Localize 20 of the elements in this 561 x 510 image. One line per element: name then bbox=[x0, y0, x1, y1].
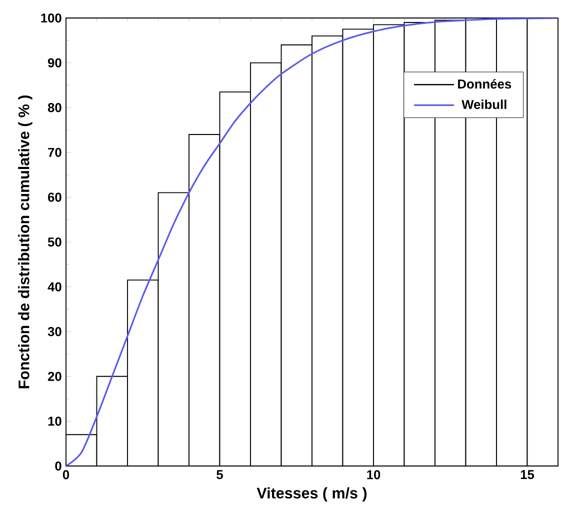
y-tick-label: 40 bbox=[48, 282, 62, 292]
y-tick-label: 60 bbox=[48, 192, 62, 202]
legend-label: Weibull bbox=[462, 100, 506, 110]
y-tick-label: 90 bbox=[48, 58, 62, 68]
y-tick-label: 70 bbox=[48, 148, 62, 157]
y-tick-label: 100 bbox=[41, 13, 62, 23]
x-tick-label: 10 bbox=[367, 470, 380, 480]
line-series bbox=[66, 18, 558, 466]
x-tick-label: 5 bbox=[216, 470, 223, 480]
legend-label: Données bbox=[458, 79, 512, 89]
x-tick-label: 15 bbox=[520, 470, 534, 480]
x-tick-label: 0 bbox=[62, 470, 70, 480]
y-tick-label: 0 bbox=[55, 461, 62, 471]
y-tick-label: 50 bbox=[48, 237, 62, 247]
y-axis-title: Fonction de distribution cumulative ( % ) bbox=[18, 96, 32, 388]
x-axis-title: Vitesses ( m/s ) bbox=[256, 487, 367, 502]
y-tick-label: 80 bbox=[48, 103, 62, 112]
y-tick-label: 30 bbox=[48, 327, 62, 336]
y-tick-label: 10 bbox=[48, 416, 62, 426]
y-tick-label: 20 bbox=[48, 372, 62, 381]
